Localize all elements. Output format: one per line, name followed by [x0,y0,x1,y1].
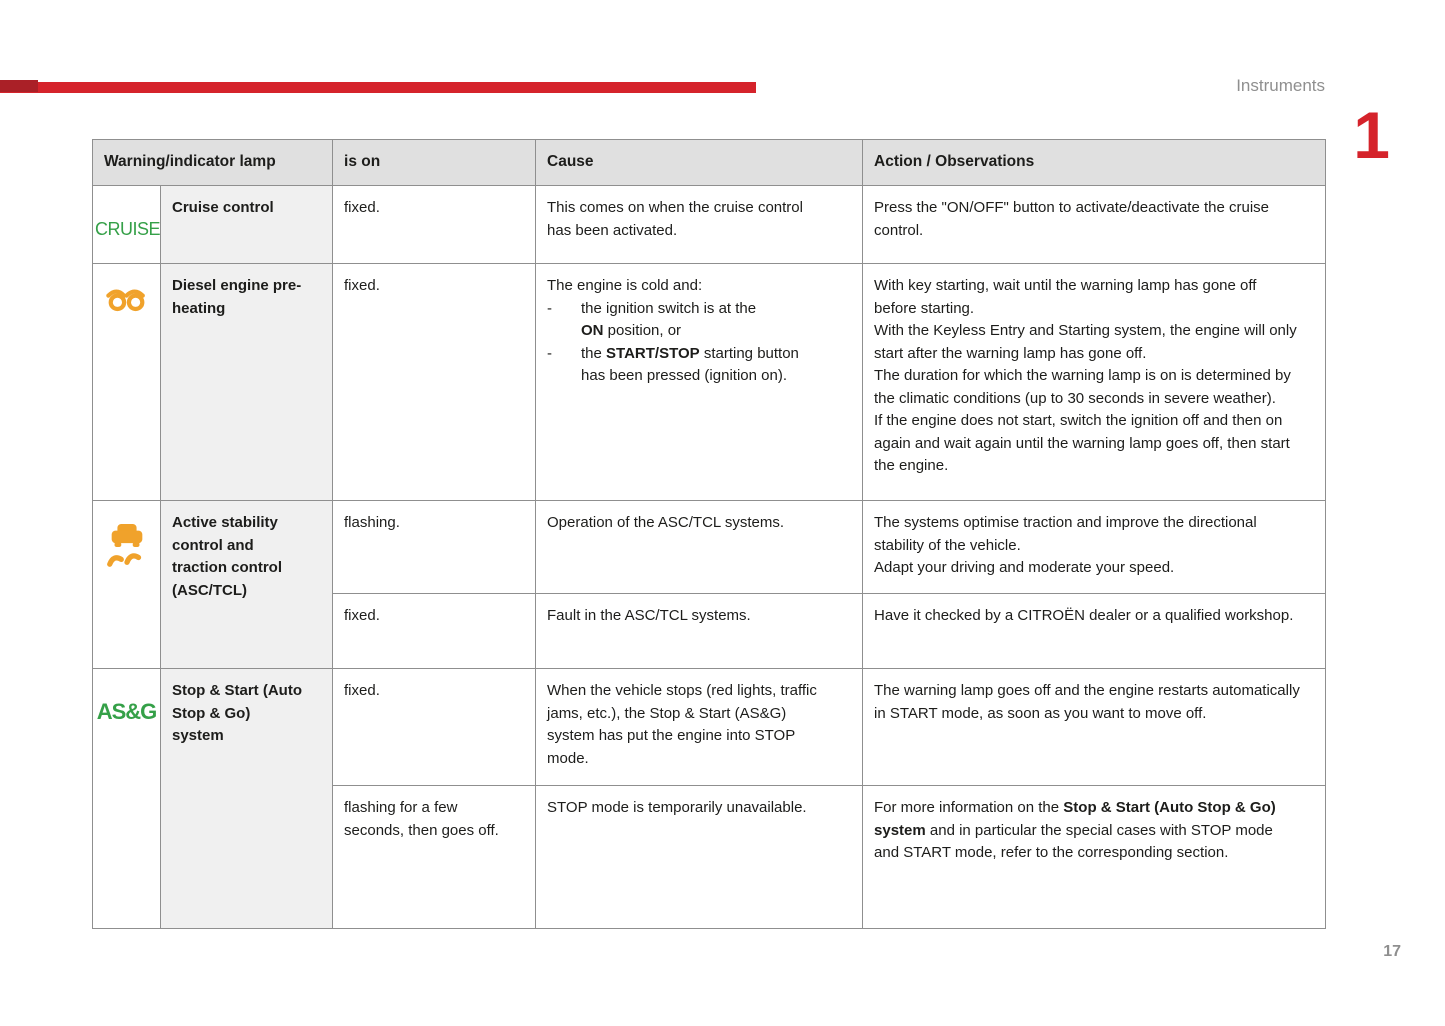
stop-start-lamp-cell: AS&G [92,668,161,929]
is-on-stop-start-fixed: fixed. [332,668,537,786]
cause-asc-flashing: Operation of the ASC/TCL systems. [535,500,864,594]
cruise-lamp-cell: CRUISE [92,185,161,264]
is-on-asc-fixed: fixed. [332,593,537,669]
lamp-name-cruise: Cruise control [159,185,334,264]
preheat-lamp-cell [92,263,161,501]
cause-text: the [581,344,607,362]
row-cruise-control: CRUISE Cruise control fixed. This comes … [92,185,1327,264]
action-asc-flashing: The systems optimise traction and improv… [862,500,1327,594]
action-cruise: Press the "ON/OFF" button to activate/de… [862,185,1327,264]
action-preheat: With key starting, wait until the warnin… [862,263,1327,501]
table-header-row: Warning/indicator lamp is on Cause Actio… [91,139,1327,186]
lamp-name-stop-start: Stop & Start (Auto Stop & Go) system [159,668,334,929]
is-on-stop-start-flashing: flashing for a few seconds, then goes of… [332,785,537,929]
asc-lamp-cell [92,500,161,669]
row-asc-flashing: Active stability control and traction co… [92,500,1327,669]
cause-text: the ignition switch is at the [581,299,757,317]
action-asc-fixed: Have it checked by a CITROËN dealer or a… [862,593,1327,669]
action-paragraph: The duration for which the warning lamp … [874,367,1291,407]
action-bold-stop-start: Stop & Start (Auto Stop & Go) system [874,799,1276,839]
chapter-number: 1 [1353,98,1390,172]
list-dash: - [547,344,553,362]
cause-preheat-item: - the ignition switch is at the ON posit… [547,298,820,343]
action-paragraph: If the engine does not start, switch the… [874,412,1290,474]
action-paragraph: The systems optimise traction and improv… [874,514,1257,554]
action-paragraph: Adapt your driving and moderate your spe… [874,559,1175,576]
cause-bold-on: ON [581,322,604,339]
asg-lamp-icon: AS&G [96,699,158,724]
row-diesel-preheating: Diesel engine pre-heating fixed. The eng… [92,263,1327,501]
stability-control-icon [106,523,142,567]
glow-plug-icon [105,289,145,312]
action-stop-start-fixed: The warning lamp goes off and the engine… [862,668,1327,786]
col-header-cause: Cause [535,139,864,186]
col-header-is-on: is on [332,139,537,186]
cause-preheat: The engine is cold and: - the ignition s… [535,263,864,501]
is-on-preheat: fixed. [332,263,537,501]
top-red-bar-dark-segment [0,80,38,92]
cause-stop-start-flashing: STOP mode is temporarily unavailable. [535,785,864,929]
row-stop-start-flashing: flashing for a few seconds, then goes of… [93,785,1327,929]
list-dash: - [547,299,553,317]
cause-text: position, or [603,322,682,339]
col-header-lamp: Warning/indicator lamp [91,139,334,186]
action-text: For more information on the [874,799,1064,816]
lamp-name-preheat: Diesel engine pre-heating [159,263,334,501]
cause-bold-start-stop: START/STOP [606,344,700,362]
row-stop-start-fixed: AS&G Stop & Start (Auto Stop & Go) syste… [92,668,1327,929]
cause-cruise: This comes on when the cruise control ha… [535,185,864,264]
cause-stop-start-fixed: When the vehicle stops (red lights, traf… [535,668,864,786]
cause-preheat-item: - the START/STOP starting button has bee… [547,343,820,388]
warning-lamps-table: Warning/indicator lamp is on Cause Actio… [91,139,1327,929]
top-red-bar [0,82,756,93]
page-number: 17 [1383,943,1401,960]
action-paragraph: With key starting, wait until the warnin… [874,277,1257,317]
action-text: and in particular the special cases with… [874,821,1273,862]
action-paragraph: For more information on the Stop & Start… [874,797,1301,865]
cause-asc-fixed: Fault in the ASC/TCL systems. [535,593,864,669]
lamp-name-asc: Active stability control and traction co… [159,500,334,669]
action-stop-start-flashing: For more information on the Stop & Start… [862,785,1327,929]
is-on-cruise: fixed. [332,185,537,264]
row-asc-fixed: fixed. Fault in the ASC/TCL systems. Hav… [93,593,1327,669]
cause-preheat-intro: The engine is cold and: [547,277,703,294]
is-on-asc-flashing: flashing. [332,500,537,594]
cause-text: starting button has been pressed (igniti… [581,344,799,385]
action-paragraph: With the Keyless Entry and Starting syst… [874,322,1297,362]
col-header-action: Action / Observations [862,139,1327,186]
section-label: Instruments [1236,76,1325,95]
cruise-lamp-icon: CRUISE [95,219,161,239]
